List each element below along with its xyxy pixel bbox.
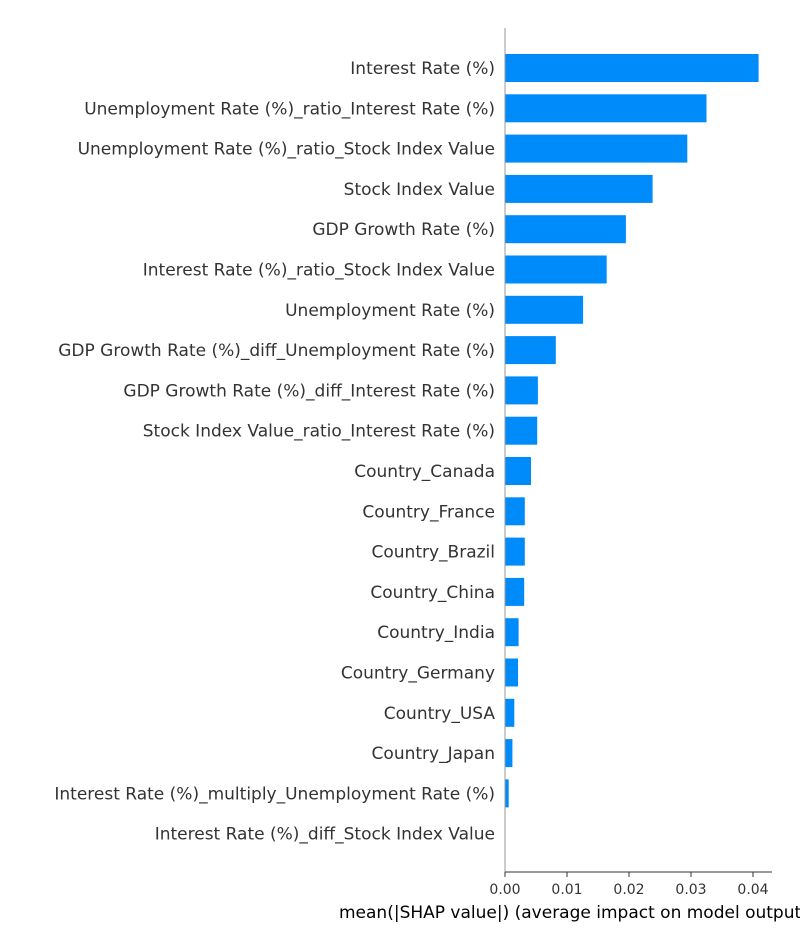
category-label: Interest Rate (%) (350, 59, 495, 79)
category-label: GDP Growth Rate (%)_diff_Unemployment Ra… (58, 341, 495, 361)
bar (505, 215, 626, 244)
x-tick-label: 0.04 (737, 882, 768, 898)
category-labels: Interest Rate (%) Unemployment Rate (%)_r… (54, 59, 495, 845)
category-label: Interest Rate (%)_diff_Stock Index Value (155, 825, 495, 845)
category-label: Unemployment Rate (%)_ratio_Stock Index … (78, 140, 495, 160)
bar (505, 94, 707, 123)
category-label: Unemployment Rate (%) (285, 301, 495, 321)
bar (505, 295, 584, 324)
category-label: Country_Japan (372, 744, 495, 764)
bars-group (505, 54, 759, 808)
bar (505, 54, 759, 82)
bar (505, 416, 538, 445)
bar (505, 537, 525, 566)
bar (505, 658, 518, 687)
bar (505, 376, 538, 405)
category-label: Interest Rate (%)_ratio_Stock Index Valu… (143, 261, 495, 281)
category-label: Country_Brazil (372, 543, 495, 563)
category-label: Interest Rate (%)_multiply_Unemployment … (54, 784, 495, 804)
axes-group (504, 28, 772, 873)
category-label: Country_India (377, 623, 495, 643)
category-label: Stock Index Value (344, 180, 495, 200)
bar (505, 174, 653, 203)
bar (505, 497, 525, 526)
category-label: Stock Index Value_ratio_Interest Rate (%… (143, 422, 495, 442)
bar (505, 618, 519, 647)
bar (505, 255, 607, 284)
category-label: Country_Canada (354, 462, 495, 482)
category-label: GDP Growth Rate (%) (312, 220, 495, 240)
bar (505, 739, 513, 768)
bar (505, 134, 688, 163)
category-label: Unemployment Rate (%)_ratio_Interest Rat… (84, 99, 495, 119)
x-ticks: 0.00 0.01 0.02 0.03 0.04 (489, 872, 769, 898)
x-axis-title: mean(|SHAP value|) (average impact on mo… (339, 903, 800, 923)
bar (505, 577, 525, 606)
category-label: Country_China (370, 583, 495, 603)
category-label: Country_France (362, 502, 495, 522)
x-tick-label: 0.00 (489, 882, 520, 898)
category-label: GDP Growth Rate (%)_diff_Interest Rate (… (123, 381, 495, 401)
category-label: Country_Germany (341, 664, 495, 684)
x-tick-label: 0.01 (551, 882, 582, 898)
bar (505, 779, 509, 808)
category-label: Country_USA (384, 704, 496, 724)
bar (505, 698, 515, 727)
bar (505, 457, 531, 485)
bar (505, 336, 556, 365)
x-tick-label: 0.02 (613, 882, 644, 898)
x-tick-label: 0.03 (675, 882, 706, 898)
